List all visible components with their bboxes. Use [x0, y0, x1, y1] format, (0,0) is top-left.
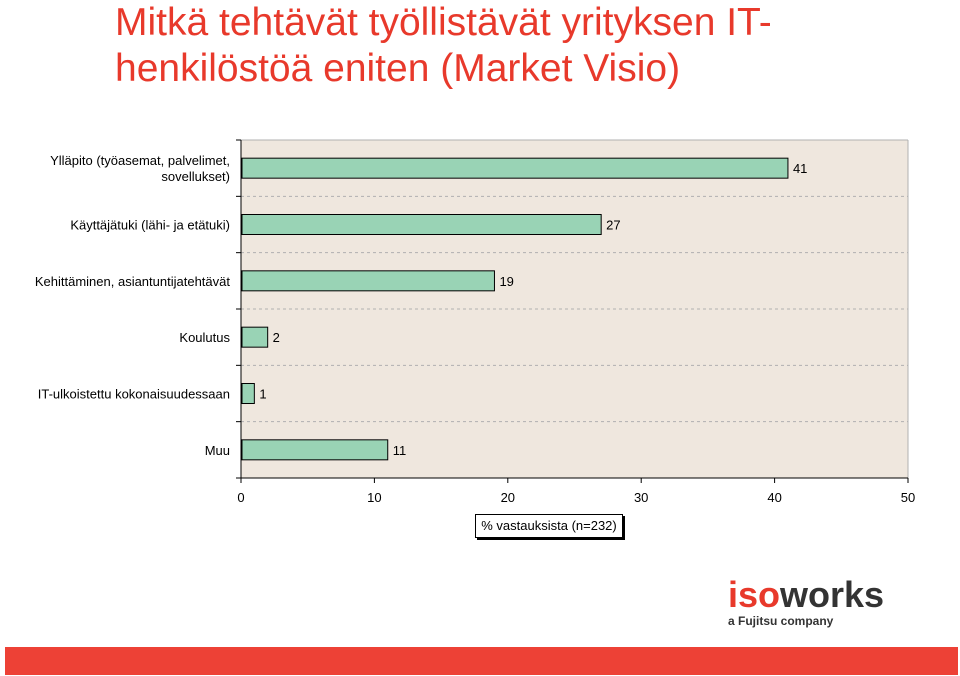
bar	[241, 157, 789, 179]
logo-iso-text: iso	[728, 574, 781, 615]
logo-works-text: works	[780, 574, 885, 615]
bar	[241, 214, 602, 235]
x-tick-label: 0	[237, 490, 244, 505]
bar	[241, 270, 495, 292]
chart-title: Mitkä tehtävät työllistävät yrityksen IT…	[115, 1, 772, 90]
data-label: 1	[259, 387, 266, 402]
plot-area	[241, 140, 908, 478]
bar	[241, 439, 389, 461]
category-label: Koulutus	[179, 330, 230, 345]
data-label: 41	[793, 161, 807, 176]
bar	[241, 383, 255, 404]
category-label: Muu	[205, 443, 230, 458]
x-tick-label: 10	[367, 490, 381, 505]
category-label: Käyttäjätuki (lähi- ja etätuki)	[70, 218, 230, 233]
data-label: 11	[393, 443, 407, 458]
bar-chart: 41 Ylläpito (työasemat, palvelimet,sovell…	[35, 139, 915, 505]
data-label: 2	[273, 330, 280, 345]
x-axis-label: % vastauksista (n=232)	[475, 514, 623, 538]
category-label: Ylläpito (työasemat, palvelimet,	[50, 153, 230, 168]
category-label: sovellukset)	[161, 169, 230, 184]
logo-subtitle: a Fujitsu company	[728, 614, 834, 628]
x-tick-label: 20	[501, 490, 515, 505]
data-label: 19	[499, 274, 513, 289]
x-tick-label: 40	[767, 490, 781, 505]
data-label: 27	[606, 218, 620, 233]
bottom-bar	[5, 647, 958, 675]
category-label: Kehittäminen, asiantuntijatehtävät	[35, 274, 231, 289]
bar	[241, 326, 269, 348]
x-tick-label: 30	[634, 490, 648, 505]
isoworks-logo: isoworks a Fujitsu company	[728, 577, 884, 629]
category-label: IT-ulkoistettu kokonaisuudessaan	[38, 387, 230, 402]
x-tick-label: 50	[901, 490, 915, 505]
